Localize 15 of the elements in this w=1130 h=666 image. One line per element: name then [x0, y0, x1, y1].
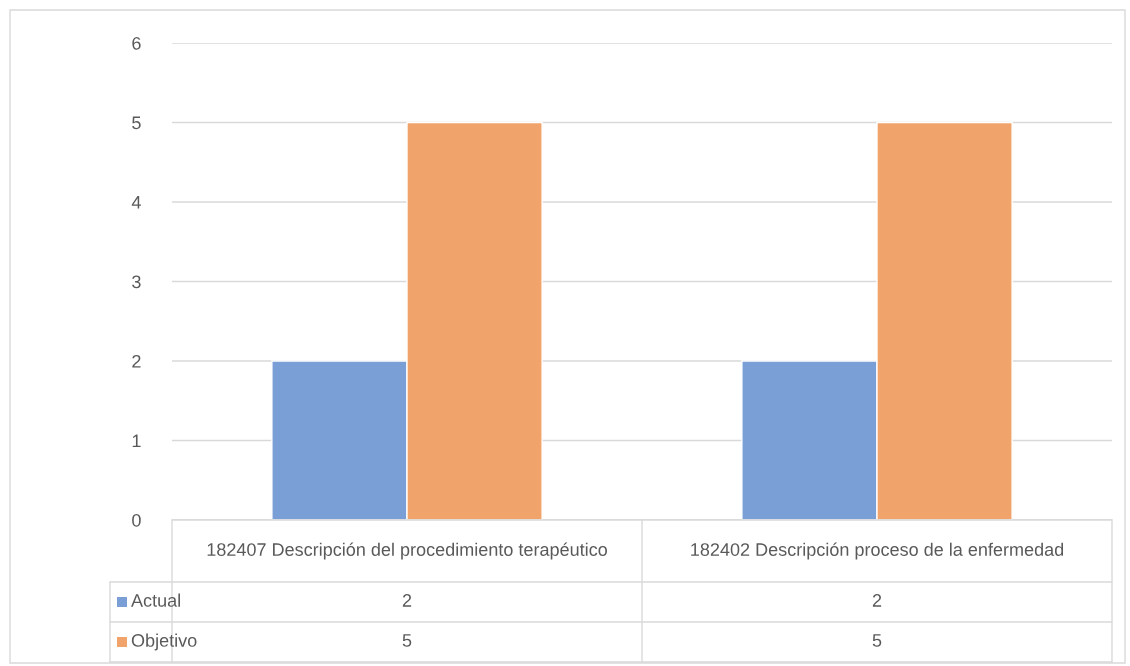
y-tick-label: 2 [132, 354, 141, 368]
data-label: 2 [872, 594, 882, 607]
legend-label: Actual [131, 593, 180, 607]
x-tick-label: 182407 Descripción del procedimiento terapéutico [207, 542, 607, 560]
y-tick-label: 6 [132, 36, 141, 50]
y-tick-label: 3 [132, 275, 141, 289]
y-tick-label: 0 [132, 513, 141, 527]
data-label: 5 [402, 634, 412, 647]
y-tick-label: 1 [132, 434, 141, 448]
data-label: 5 [872, 634, 882, 647]
legend-label: Objetivo [131, 633, 197, 651]
y-tick-label: 4 [131, 196, 141, 209]
data-label: 2 [402, 594, 412, 607]
x-tick-label: 182402 Descripción proceso de la enfermedad [691, 542, 1064, 560]
y-tick-label: 5 [132, 116, 141, 130]
